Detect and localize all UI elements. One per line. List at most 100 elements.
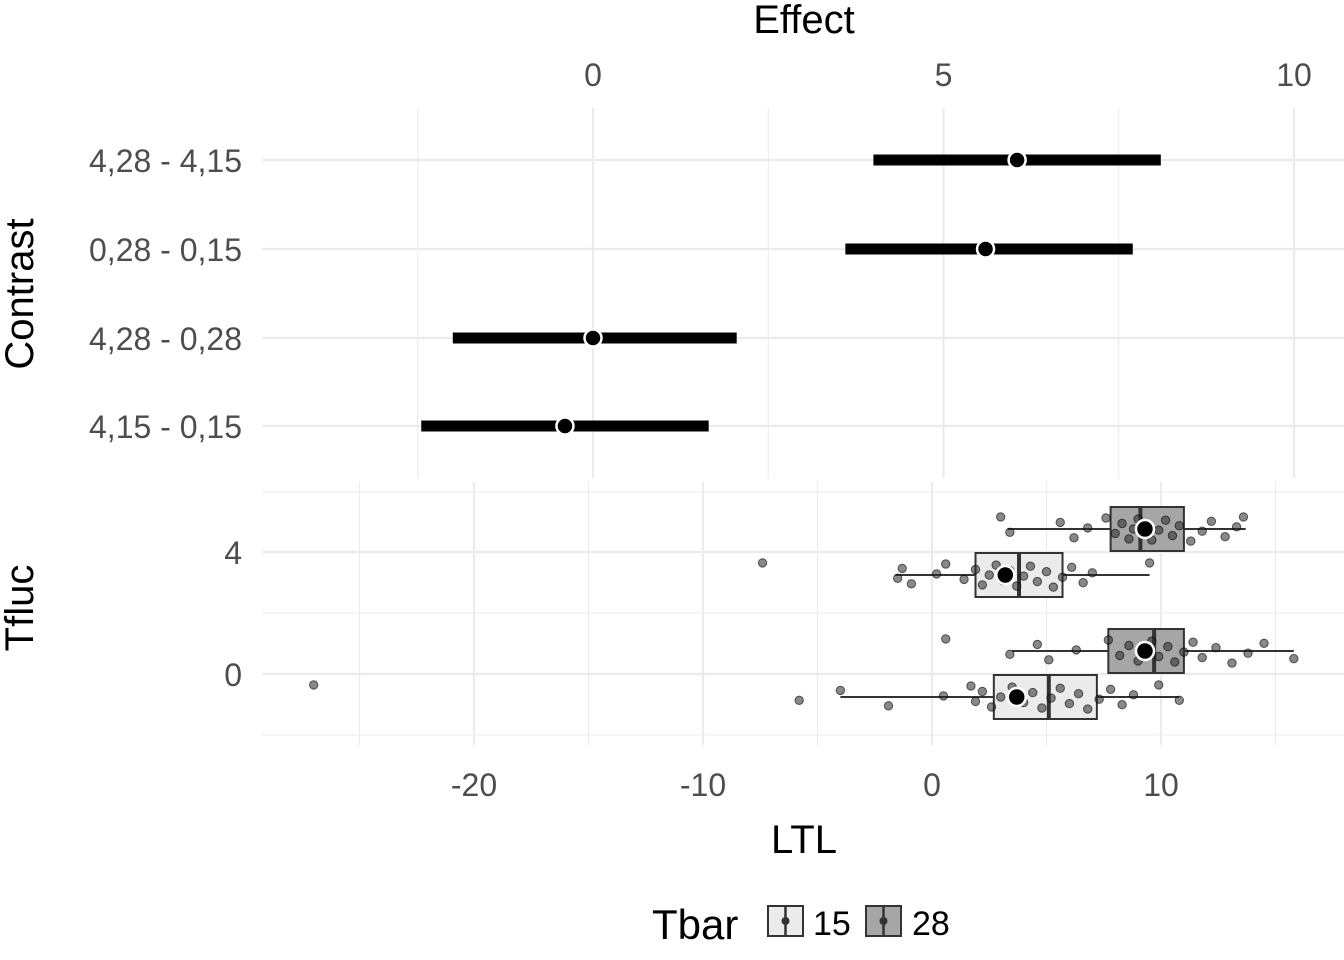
boxplot-data-point [1037, 703, 1047, 713]
boxplot-data-point [1103, 635, 1114, 645]
boxplot-data-point [1083, 523, 1093, 533]
boxplot-data-point [1167, 530, 1178, 541]
boxplot-data-point [941, 634, 951, 644]
boxplot-data-point [1231, 522, 1242, 532]
contrast-tick-label: 4,15 - 0,15 [89, 409, 242, 445]
legend-key-15 [767, 905, 804, 937]
boxplot-data-point [1071, 645, 1081, 655]
boxplot-data-point [1064, 698, 1075, 709]
boxplot-data-point [1144, 558, 1155, 568]
effect-axis-ticks: 0 5 10 [584, 57, 1312, 93]
boxplot-data-point [1041, 567, 1052, 577]
boxplot-data-point [1124, 640, 1134, 651]
boxplot-tfluc-0-tbar-28 [941, 628, 1299, 674]
boxplot-data-point [1115, 650, 1125, 661]
boxplot-data-point [1174, 521, 1185, 531]
boxplot-data-point [1005, 649, 1015, 659]
contrast-estimate-point [555, 416, 575, 436]
boxplot-data-point [1046, 693, 1056, 703]
legend: Tbar 15 28 [652, 901, 950, 948]
boxplot-data-point [996, 692, 1006, 702]
ltl-boxplots [309, 506, 1299, 720]
boxplot-data-point [1117, 700, 1127, 710]
legend-title: Tbar [652, 901, 738, 948]
legend-key-point [781, 917, 790, 925]
tfluc-tick-label: 4 [224, 535, 242, 571]
boxplot-tfluc-4-tbar-15 [757, 552, 1155, 598]
boxplot-data-point [1220, 532, 1230, 542]
legend-key-point [879, 917, 888, 925]
boxplot-data-point [1289, 654, 1299, 664]
ltl-axis-title: LTL [771, 818, 837, 862]
boxplot-data-point [1105, 684, 1116, 694]
boxplot-data-point [1087, 568, 1098, 578]
boxplot-data-point [1025, 561, 1036, 571]
boxplot-data-point [1124, 534, 1134, 544]
boxplot-tfluc-4-tbar-28 [996, 506, 1249, 552]
boxplot-data-point [977, 580, 988, 590]
boxplot-data-point [970, 696, 981, 707]
contrast-panel: 0 5 10 4,28 - 4,150,28 - 0,154,28 - 0,284,… [0, 0, 1344, 478]
boxplot-data-point [1012, 581, 1022, 591]
boxplot-mean-point [1134, 640, 1156, 662]
boxplot-data-point [1110, 528, 1120, 539]
boxplot-data-point [1186, 536, 1196, 546]
boxplot-mean-point [995, 564, 1016, 586]
boxplot-data-point [1170, 657, 1180, 667]
contrast-estimate-point [583, 328, 603, 348]
boxplot-data-point [1188, 637, 1198, 647]
boxplot-data-point [1094, 694, 1104, 704]
boxplot-data-point [1238, 512, 1249, 522]
boxplot-data-point [1005, 527, 1015, 537]
contrast-axis-title: Contrast [0, 218, 42, 369]
boxplot-data-point [1128, 690, 1139, 700]
boxplot-data-point [1048, 582, 1059, 592]
boxplot-data-point [991, 560, 1001, 570]
boxplot-mean-point [1006, 686, 1027, 708]
boxplot-data-point [1066, 562, 1077, 572]
boxplot-data-point [757, 558, 768, 568]
boxplot-data-point [1018, 571, 1029, 581]
boxplot-data-point [959, 574, 969, 585]
boxplot-data-point [996, 512, 1006, 522]
ltl-tick-label: 10 [1143, 767, 1179, 803]
boxplot-data-point [1154, 680, 1164, 690]
boxplot-data-point [794, 695, 804, 705]
boxplot-data-point [835, 685, 846, 696]
boxplot-data-point [1154, 525, 1164, 535]
tfluc-axis-ticks: 04 [224, 535, 242, 693]
tfluc-axis-title: Tfluc [0, 565, 42, 652]
boxplot-data-point [1179, 647, 1189, 657]
ltl-panel: -20 -10 0 10 04 LTL Tfluc [0, 482, 1344, 862]
ltl-axis-ticks: -20 -10 0 10 [451, 767, 1179, 803]
boxplot-data-point [1055, 517, 1065, 528]
boxplot-data-point [1028, 687, 1038, 698]
effect-tick-label: 10 [1276, 57, 1312, 93]
contrast-estimate-point [1007, 150, 1027, 170]
boxplot-data-point [1160, 515, 1171, 525]
boxplot-data-point [309, 680, 319, 690]
effect-tick-label: 0 [584, 57, 602, 93]
boxplot-data-point [1174, 695, 1185, 705]
boxplot-data-point [1243, 648, 1253, 658]
boxplot-data-point [897, 563, 907, 574]
boxplot-data-point [1032, 639, 1043, 650]
boxplot-data-point [1069, 533, 1079, 543]
boxplot-data-point [1163, 641, 1173, 652]
boxplot-data-point [1055, 683, 1065, 693]
boxplot-data-point [883, 701, 894, 711]
boxplot-data-point [1117, 518, 1127, 529]
contrast-tick-label: 4,28 - 4,15 [89, 143, 242, 179]
boxplot-data-point [892, 573, 903, 583]
boxplot-data-point [1073, 689, 1084, 699]
contrast-tick-label: 0,28 - 0,15 [89, 232, 242, 268]
legend-items: 15 28 [767, 905, 950, 943]
legend-key-28 [865, 905, 902, 937]
legend-label: 28 [912, 905, 950, 943]
boxplot-data-point [1078, 578, 1088, 588]
boxplot-data-point [1032, 576, 1043, 587]
ltl-tick-label: -10 [680, 767, 726, 803]
boxplot-data-point [941, 559, 951, 569]
boxplot-data-point [1227, 658, 1237, 668]
contrast-estimate-point [975, 239, 996, 259]
